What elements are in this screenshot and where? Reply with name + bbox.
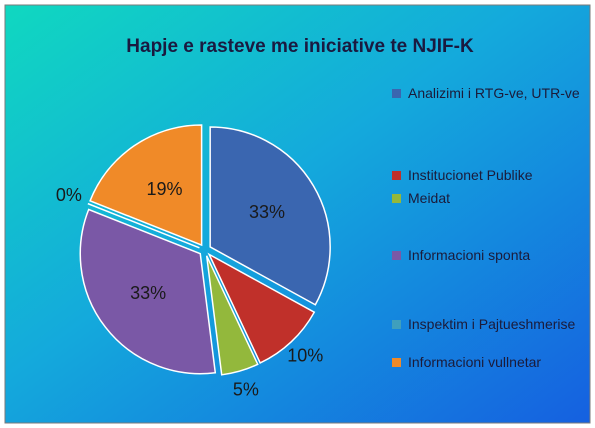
data-label: 10% (287, 345, 323, 365)
legend-item: Informacioni sponta (392, 246, 595, 265)
legend-item: Meidat (392, 189, 595, 208)
data-label: 33% (130, 283, 166, 303)
legend-item: Informacioni vullnetar (392, 353, 595, 372)
legend-label: Institucionet Publike (408, 167, 533, 183)
pie-slice (209, 126, 331, 306)
legend-item: Inspektim i Pajtueshmerise (392, 315, 595, 334)
legend-swatch (392, 194, 401, 203)
data-label: 19% (147, 179, 183, 199)
legend-item: Institucionet Publike (392, 166, 595, 185)
legend-label: Analizimi i RTG-ve, UTR-ve (408, 85, 580, 101)
legend-swatch (392, 89, 401, 98)
pie-slice (89, 124, 203, 247)
legend-swatch (392, 251, 401, 260)
data-label: 5% (233, 379, 259, 399)
chart-title: Hapje e rasteve me iniciative te NJIF-K (126, 36, 474, 57)
legend-label: Informacioni sponta (408, 247, 531, 263)
pie-slice (205, 255, 259, 376)
pie-slice (207, 252, 316, 364)
legend-swatch (392, 320, 401, 329)
legend-label: Meidat (408, 190, 451, 206)
pie-slice (79, 208, 217, 375)
legend-item: Analizimi i RTG-ve, UTR-ve (392, 84, 595, 103)
legend-label: Inspektim i Pajtueshmerise (408, 316, 576, 332)
legend-swatch (392, 171, 401, 180)
data-label: 0% (56, 185, 82, 205)
data-label: 33% (249, 202, 285, 222)
legend-swatch (392, 358, 401, 367)
legend-label: Informacioni vullnetar (408, 354, 542, 370)
